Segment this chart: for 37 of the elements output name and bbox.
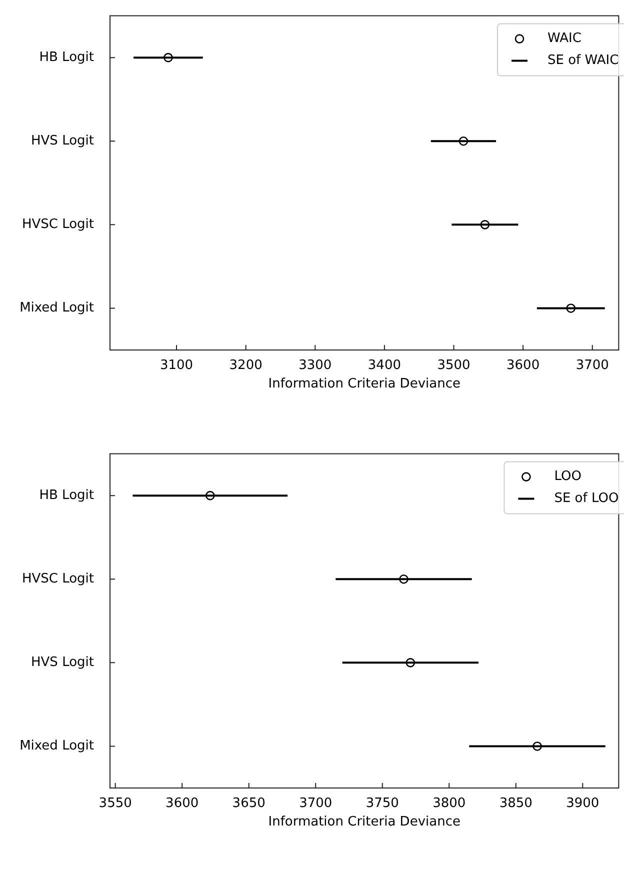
y-tick-label: HVSC Logit <box>22 572 94 586</box>
point <box>399 574 408 584</box>
x-tick-label: 3700 <box>576 358 609 374</box>
x-tick-label: 3550 <box>98 796 132 812</box>
x-tick-label: 3700 <box>299 796 332 812</box>
point <box>480 220 490 230</box>
x-tick-label: 3600 <box>166 796 199 812</box>
x-tick-label: 3100 <box>160 358 194 374</box>
y-tick-label: Mixed Logit <box>20 300 94 316</box>
annotation: SE of WAIC <box>547 53 619 68</box>
y-tick-label: HVS Logit <box>31 655 94 670</box>
x-tick-label: 3300 <box>298 358 332 374</box>
y-tick-label: HB Logit <box>39 488 94 503</box>
x-tick-label: 3200 <box>229 358 262 374</box>
legend-label: WAIC <box>547 31 582 46</box>
x-tick-label: 3850 <box>499 796 532 812</box>
x-tick-label: 3650 <box>232 796 266 812</box>
x-tick-label: 3500 <box>437 358 470 374</box>
x-axis-title: Information Criteria Deviance <box>268 376 460 392</box>
point <box>205 490 215 500</box>
point <box>406 658 416 668</box>
y-tick-label: HB Logit <box>39 50 94 65</box>
y-tick-label: Mixed Logit <box>20 738 94 754</box>
annotation: SE of LOO <box>554 491 619 506</box>
x-tick-label: 3900 <box>566 796 600 812</box>
point <box>566 304 576 313</box>
x-axis-title: Information Criteria Deviance <box>268 814 460 830</box>
point <box>532 742 542 751</box>
x-tick-label: 3600 <box>506 358 540 374</box>
x-tick-label: 3800 <box>432 796 466 812</box>
legend-label: LOO <box>554 469 582 484</box>
x-tick-label: 3400 <box>368 358 401 374</box>
y-tick-label: HVS Logit <box>31 134 94 148</box>
point <box>164 52 173 62</box>
y-tick-label: HVSC Logit <box>22 217 94 232</box>
x-tick-label: 3750 <box>366 796 399 812</box>
point <box>458 136 468 146</box>
